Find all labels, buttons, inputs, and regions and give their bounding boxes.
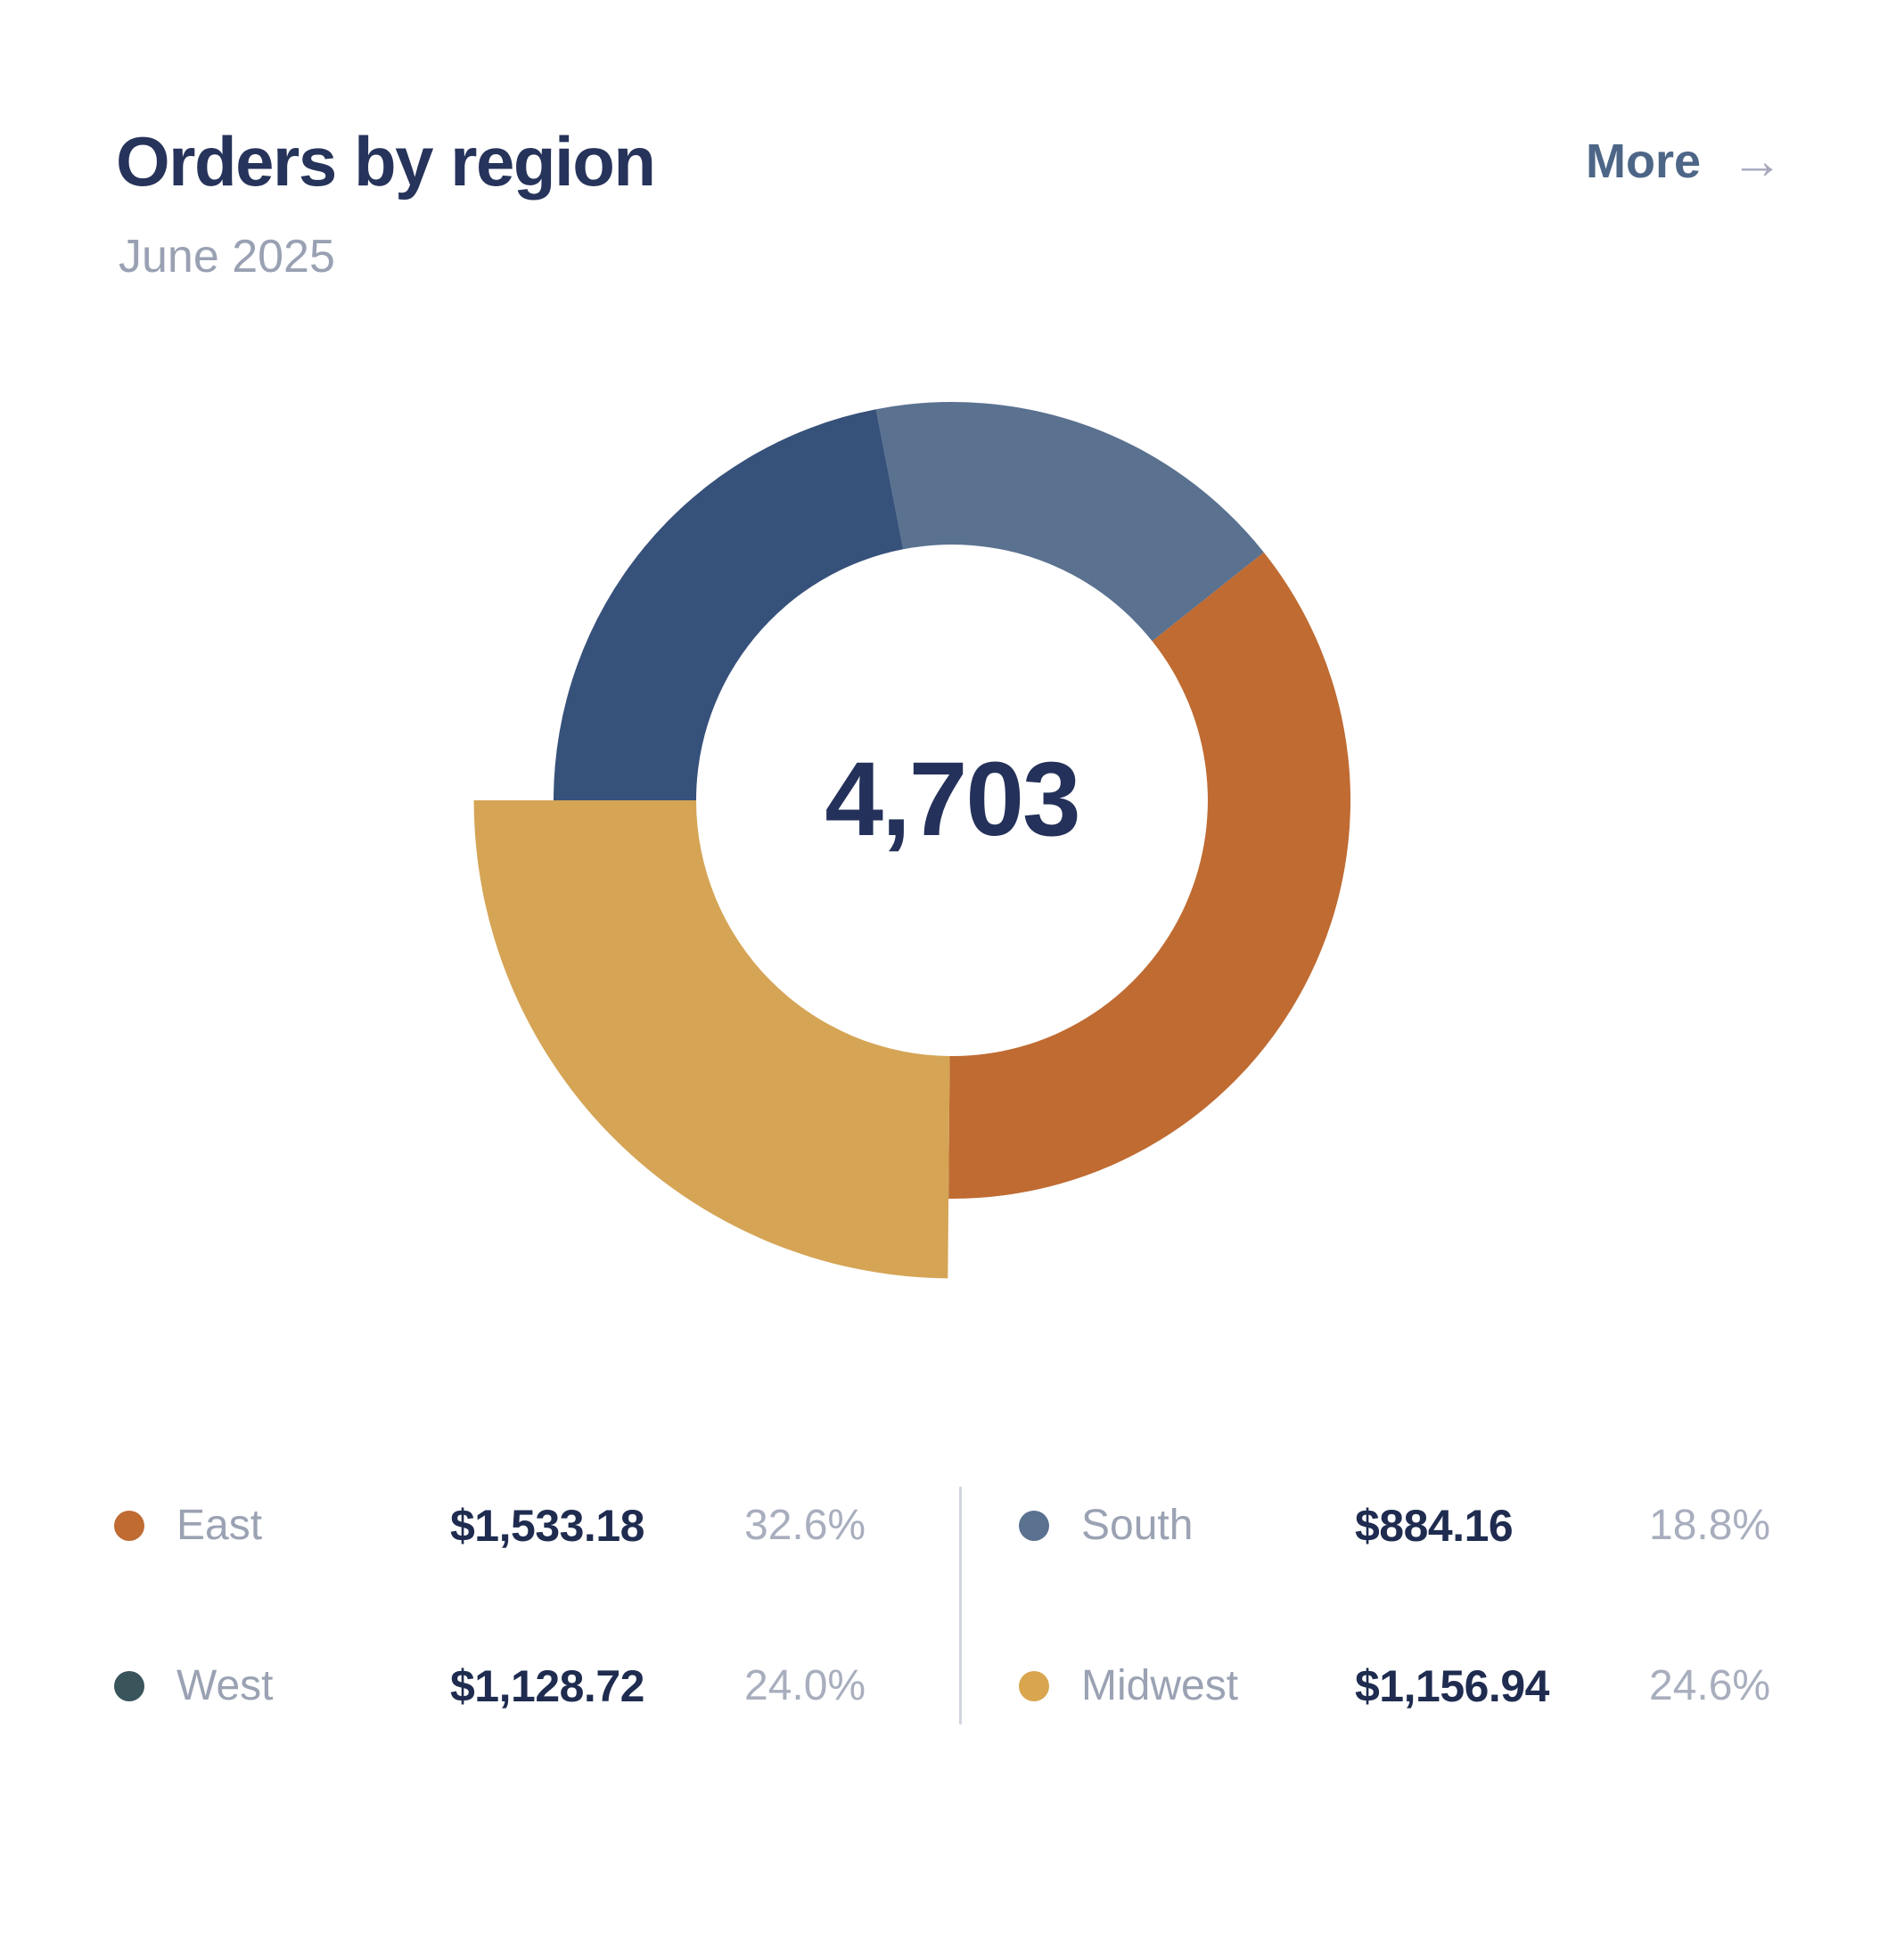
legend-pct-midwest: 24.6% xyxy=(1649,1662,1771,1709)
donut-center-total: 4,703 xyxy=(825,741,1080,858)
legend-dot-east xyxy=(114,1511,144,1541)
more-link-label: More xyxy=(1585,135,1701,188)
page-title: Orders by region xyxy=(116,122,656,201)
legend-dot-midwest xyxy=(1019,1671,1049,1701)
donut-segment-west[interactable] xyxy=(554,409,904,800)
legend-label-midwest: Midwest xyxy=(1081,1662,1239,1709)
legend-pct-east: 32.6% xyxy=(744,1502,866,1549)
more-link[interactable]: More → xyxy=(1586,135,1783,187)
legend-item-south[interactable]: South $884.16 18.8% xyxy=(1019,1494,1892,1558)
legend-pct-south: 18.8% xyxy=(1649,1502,1771,1549)
legend-pct-west: 24.0% xyxy=(744,1662,866,1709)
legend-item-midwest[interactable]: Midwest $1,156.94 24.6% xyxy=(1019,1654,1892,1718)
legend-column-divider xyxy=(959,1487,962,1725)
legend-label-west: West xyxy=(176,1662,274,1709)
legend-value-west: $1,128.72 xyxy=(450,1661,644,1711)
donut-segment-south[interactable] xyxy=(875,401,1264,642)
legend-value-south: $884.16 xyxy=(1355,1501,1514,1551)
legend-dot-south xyxy=(1019,1511,1049,1541)
legend-label-east: East xyxy=(176,1502,263,1549)
legend-item-east[interactable]: East $1,533.18 32.6% xyxy=(114,1494,988,1558)
donut-segment-midwest[interactable] xyxy=(473,800,950,1279)
period-subtitle: June 2025 xyxy=(119,231,335,283)
legend-item-west[interactable]: West $1,128.72 24.0% xyxy=(114,1654,988,1718)
legend-value-east: $1,533.18 xyxy=(450,1501,644,1551)
legend-label-south: South xyxy=(1081,1502,1194,1549)
arrow-right-icon: → xyxy=(1731,132,1783,190)
donut-segment-east[interactable] xyxy=(948,552,1351,1200)
legend-dot-west xyxy=(114,1671,144,1701)
legend-value-midwest: $1,156.94 xyxy=(1355,1661,1549,1711)
